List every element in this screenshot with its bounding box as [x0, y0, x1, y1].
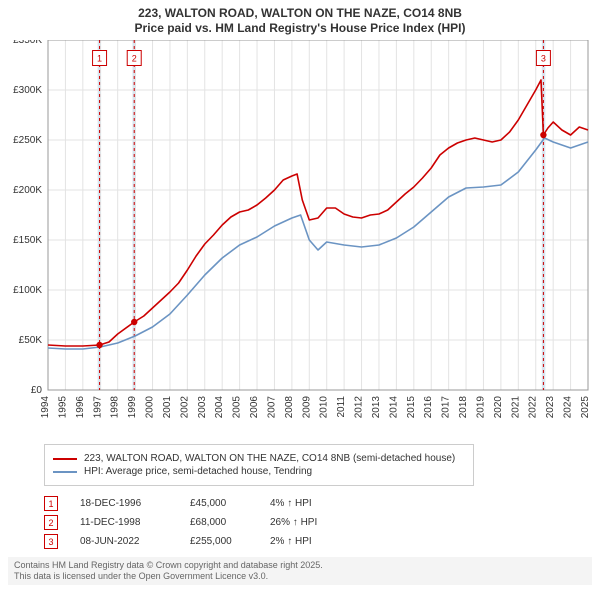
svg-text:1997: 1997: [92, 396, 103, 419]
marker-change: 2% ↑ HPI: [270, 536, 350, 547]
svg-text:2003: 2003: [197, 396, 208, 419]
svg-text:2014: 2014: [388, 396, 399, 419]
footer-line2: This data is licensed under the Open Gov…: [14, 571, 586, 582]
marker-date: 08-JUN-2022: [80, 536, 190, 547]
svg-text:2021: 2021: [510, 396, 521, 419]
legend-box: 223, WALTON ROAD, WALTON ON THE NAZE, CO…: [44, 444, 474, 486]
svg-text:1995: 1995: [57, 396, 68, 419]
marker-date: 18-DEC-1996: [80, 498, 190, 509]
title-line2: Price paid vs. HM Land Registry's House …: [0, 21, 600, 36]
footer: Contains HM Land Registry data © Crown c…: [8, 557, 592, 585]
marker-price: £255,000: [190, 536, 270, 547]
svg-text:2000: 2000: [145, 396, 156, 419]
legend-swatch-hpi: [53, 471, 77, 473]
svg-text:1994: 1994: [40, 396, 51, 419]
marker-price: £45,000: [190, 498, 270, 509]
marker-badge-1: 1: [44, 496, 58, 511]
svg-text:1998: 1998: [110, 396, 121, 419]
svg-text:2018: 2018: [458, 396, 469, 419]
svg-text:2004: 2004: [214, 396, 225, 419]
svg-text:2022: 2022: [528, 396, 539, 419]
legend-swatch-price: [53, 458, 77, 460]
svg-text:2015: 2015: [406, 396, 417, 419]
chart-svg: £0 £50K £100K £150K £200K £250K £300K £350K 1994…: [0, 40, 600, 435]
svg-text:£250K: £250K: [13, 135, 42, 146]
svg-text:2013: 2013: [371, 396, 382, 419]
svg-text:£50K: £50K: [19, 335, 43, 346]
legend-label: 223, WALTON ROAD, WALTON ON THE NAZE, CO…: [84, 453, 455, 464]
svg-text:2016: 2016: [423, 396, 434, 419]
svg-text:2020: 2020: [493, 396, 504, 419]
marker-date: 11-DEC-1998: [80, 517, 190, 528]
svg-text:1996: 1996: [75, 396, 86, 419]
svg-text:1: 1: [97, 54, 102, 64]
svg-text:2: 2: [132, 54, 137, 64]
svg-text:2005: 2005: [232, 396, 243, 419]
svg-text:3: 3: [541, 54, 546, 64]
marker-price: £68,000: [190, 517, 270, 528]
marker-badge-2: 2: [44, 515, 58, 530]
svg-text:£0: £0: [31, 385, 43, 396]
svg-text:2025: 2025: [580, 396, 591, 419]
svg-text:£200K: £200K: [13, 185, 42, 196]
svg-text:2011: 2011: [336, 396, 347, 418]
chart-area: £0 £50K £100K £150K £200K £250K £300K £350K 1994…: [0, 40, 600, 435]
svg-text:2019: 2019: [475, 396, 486, 419]
svg-text:2012: 2012: [354, 396, 365, 419]
marker-row: 3 08-JUN-2022 £255,000 2% ↑ HPI: [44, 534, 444, 549]
legend-label: HPI: Average price, semi-detached house,…: [84, 466, 312, 477]
svg-text:2023: 2023: [545, 396, 556, 419]
svg-text:£100K: £100K: [13, 285, 42, 296]
title-line1: 223, WALTON ROAD, WALTON ON THE NAZE, CO…: [0, 6, 600, 21]
footer-line1: Contains HM Land Registry data © Crown c…: [14, 560, 586, 571]
svg-text:2007: 2007: [266, 396, 277, 419]
legend-item: HPI: Average price, semi-detached house,…: [53, 466, 465, 477]
svg-text:2006: 2006: [249, 396, 260, 419]
svg-text:£300K: £300K: [13, 85, 42, 96]
legend-item: 223, WALTON ROAD, WALTON ON THE NAZE, CO…: [53, 453, 465, 464]
svg-text:2010: 2010: [319, 396, 330, 419]
svg-text:2008: 2008: [284, 396, 295, 419]
svg-text:2024: 2024: [563, 396, 574, 419]
marker-change: 4% ↑ HPI: [270, 498, 350, 509]
marker-badge-3: 3: [44, 534, 58, 549]
marker-row: 2 11-DEC-1998 £68,000 26% ↑ HPI: [44, 515, 444, 530]
marker-row: 1 18-DEC-1996 £45,000 4% ↑ HPI: [44, 496, 444, 511]
markers-table: 1 18-DEC-1996 £45,000 4% ↑ HPI 2 11-DEC-…: [44, 492, 444, 553]
svg-text:2017: 2017: [441, 396, 452, 419]
svg-text:£350K: £350K: [13, 40, 42, 46]
svg-text:£150K: £150K: [13, 235, 42, 246]
svg-text:2001: 2001: [162, 396, 173, 419]
marker-change: 26% ↑ HPI: [270, 517, 350, 528]
svg-text:2009: 2009: [301, 396, 312, 419]
chart-title: 223, WALTON ROAD, WALTON ON THE NAZE, CO…: [0, 0, 600, 36]
svg-text:1999: 1999: [127, 396, 138, 419]
svg-text:2002: 2002: [179, 396, 190, 419]
